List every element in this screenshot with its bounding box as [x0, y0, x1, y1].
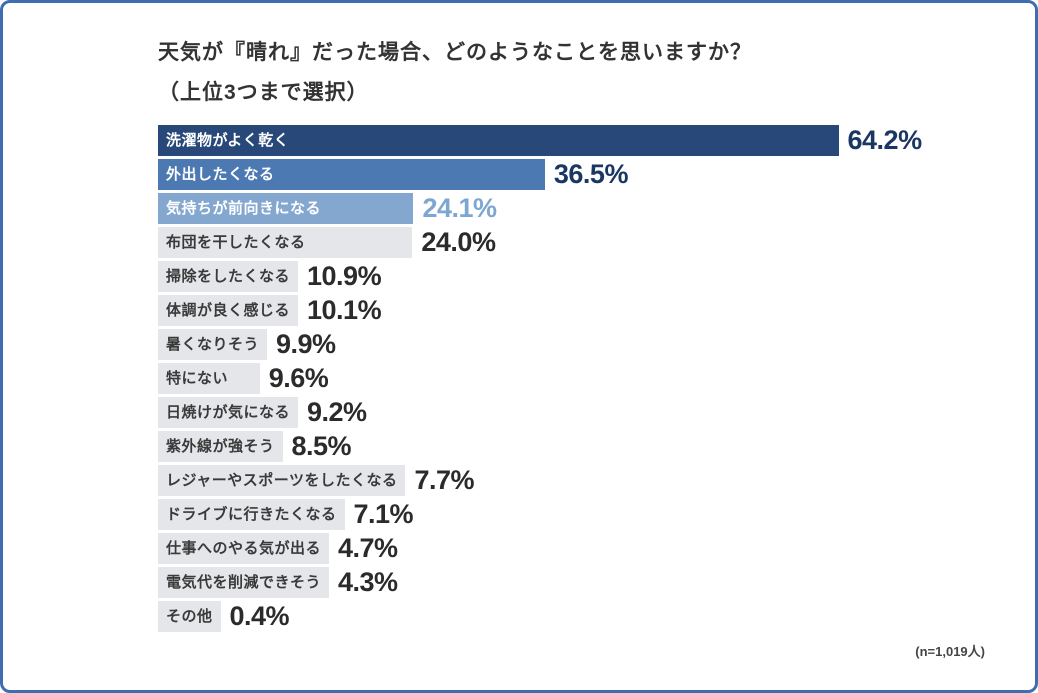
bar-label: ドライブに行きたくなる [166, 506, 337, 523]
bar-value: 10.9% [307, 261, 382, 291]
bar: 外出したくなる [158, 159, 545, 190]
bar-row: その他 0.4% [158, 601, 1013, 632]
bar: 洗濯物がよく乾く [158, 125, 839, 156]
bar-row: 布団を干したくなる 24.0% [158, 227, 1013, 258]
chart-title-line1: 天気が『晴れ』だった場合、どのようなことを思いますか？ [158, 41, 752, 64]
bar-label: 仕事へのやる気が出る [166, 540, 322, 557]
bar-label: 洗濯物がよく乾く [166, 132, 290, 149]
bar-label: 体調が良く感じる [166, 302, 291, 319]
bar-value: 9.9% [276, 329, 336, 359]
bar-value: 9.6% [268, 363, 329, 393]
bar-label: 掃除をしたくなる [166, 268, 291, 285]
bar: 布団を干したくなる [158, 227, 413, 258]
bar-row: 洗濯物がよく乾く 64.2% [158, 125, 1013, 156]
bar-row: 気持ちが前向きになる 24.1% [158, 193, 1013, 224]
bar-value: 8.5% [291, 431, 352, 461]
bar-rows: 洗濯物がよく乾く 64.2% 外出したくなる 36.5% 気持ちが前向きになる 24.1%… [158, 125, 1013, 632]
bar: 掃除をしたくなる [158, 261, 299, 292]
chart-content: 天気が『晴れ』だった場合、どのようなことを思いますか？ （上位3つまで選択） 洗… [3, 3, 1035, 660]
bar: 特にない [158, 363, 260, 394]
bar-value: 9.2% [307, 397, 367, 427]
bar: 日焼けが気になる [158, 397, 299, 428]
bar: レジャーやスポーツをしたくなる [158, 465, 406, 496]
bar-label: レジャーやスポーツをしたくなる [166, 472, 398, 489]
bar-label: 紫外線が強そう [166, 438, 275, 455]
bar-label: 布団を干したくなる [166, 234, 306, 251]
bar: 暑くなりそう [158, 329, 268, 360]
bar-label: 外出したくなる [166, 166, 275, 183]
bar-label: 特にない [166, 370, 229, 387]
bar-value: 7.1% [353, 499, 414, 529]
bar-row: ドライブに行きたくなる 7.1% [158, 499, 1013, 530]
bar-row: 日焼けが気になる 9.2% [158, 397, 1013, 428]
bar-label: 日焼けが気になる [166, 404, 291, 421]
bar-row: 仕事へのやる気が出る 4.7% [158, 533, 1013, 564]
bar-row: レジャーやスポーツをしたくなる 7.7% [158, 465, 1013, 496]
bar: ドライブに行きたくなる [158, 499, 345, 530]
bar-value: 4.7% [338, 533, 398, 563]
bar-row: 紫外線が強そう 8.5% [158, 431, 1013, 462]
bar-row: 電気代を削減できそう 4.3% [158, 567, 1013, 598]
chart-title: 天気が『晴れ』だった場合、どのようなことを思いますか？ （上位3つまで選択） [158, 33, 1007, 113]
chart-title-line2: （上位3つまで選択） [158, 81, 369, 104]
bar-value: 4.3% [338, 567, 398, 597]
bar-row: 体調が良く感じる 10.1% [158, 295, 1013, 326]
bar-value: 36.5% [553, 159, 629, 189]
bar-value: 10.1% [307, 295, 382, 325]
bar: 紫外線が強そう [158, 431, 283, 462]
bar-row: 暑くなりそう 9.9% [158, 329, 1013, 360]
bar-value: 0.4% [229, 601, 290, 631]
bar-label: 電気代を削減できそう [166, 574, 322, 591]
sample-size-note: (n=1,019人) [915, 644, 985, 659]
bar: 体調が良く感じる [158, 295, 299, 326]
bar-value: 64.2% [847, 125, 923, 155]
bar-value: 7.7% [414, 465, 474, 495]
bar: その他 [158, 601, 221, 632]
bar-row: 掃除をしたくなる 10.9% [158, 261, 1013, 292]
bar-value: 24.1% [422, 193, 497, 223]
bar-value: 24.0% [421, 227, 496, 257]
bar-label: その他 [166, 608, 213, 625]
bar-row: 外出したくなる 36.5% [158, 159, 1013, 190]
bar-row: 特にない 9.6% [158, 363, 1013, 394]
bar: 気持ちが前向きになる [158, 193, 414, 224]
bar: 仕事へのやる気が出る [158, 533, 330, 564]
bar-label: 気持ちが前向きになる [166, 200, 322, 217]
bar-label: 暑くなりそう [166, 336, 260, 353]
bar: 電気代を削減できそう [158, 567, 330, 598]
